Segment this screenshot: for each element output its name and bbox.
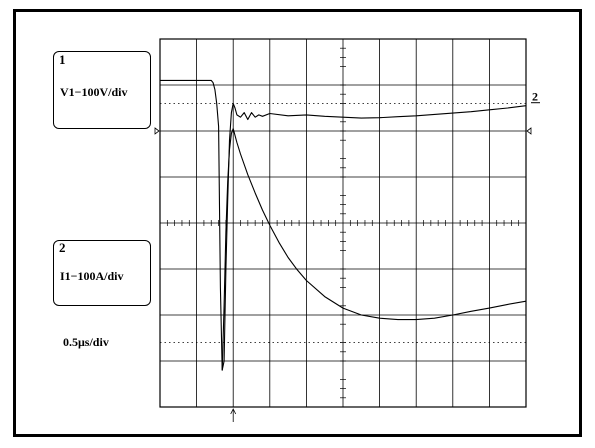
graticule-minor-ticks	[166, 47, 520, 399]
channel1-label-box: 1 V1−100V/div	[53, 51, 151, 129]
scope-frame: 1 V1−100V/div 2 I1−100A/div 0.5μs/div 2	[13, 9, 582, 437]
channel2-number: 2	[59, 240, 66, 255]
channel1-number: 1	[59, 52, 66, 67]
channel1-ground-marker-left	[154, 127, 160, 135]
channel2-scale: I1−100A/div	[60, 269, 124, 283]
trace-channel2	[221, 128, 527, 371]
waveform-traces	[160, 79, 527, 371]
trigger-arrow-head	[230, 408, 237, 415]
channel1-scale: V1−100V/div	[60, 85, 128, 99]
channel1-ground-marker-right	[526, 127, 532, 135]
timebase-label: 0.5μs/div	[63, 335, 109, 349]
channel2-marker: 2	[532, 90, 538, 104]
channel2-label-box: 2 I1−100A/div	[53, 240, 151, 306]
trace-channel1	[160, 79, 527, 371]
ground-markers: 2	[154, 90, 540, 422]
oscilloscope-screen: 2	[154, 38, 540, 422]
